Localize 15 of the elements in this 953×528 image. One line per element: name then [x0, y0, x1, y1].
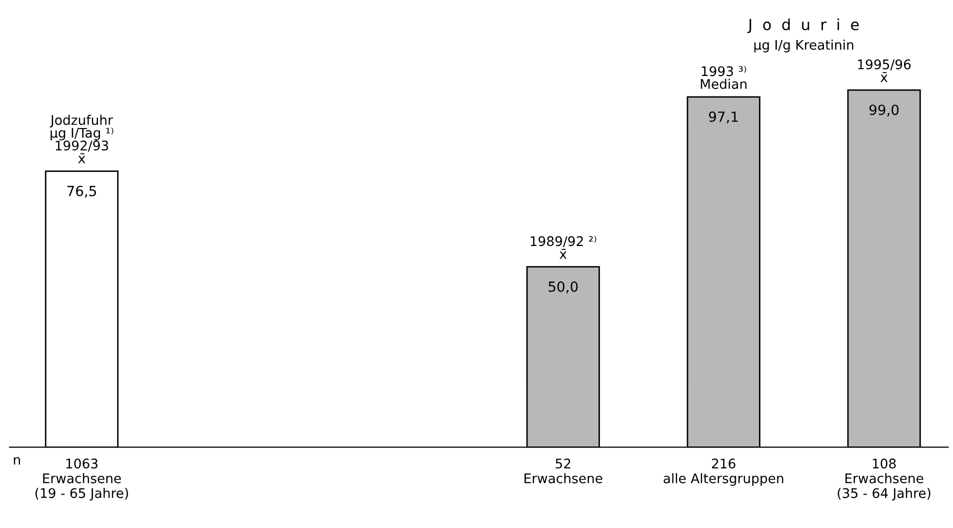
data-label: 76,5 [67, 186, 96, 198]
data-label: 50,0 [548, 281, 578, 294]
annotation: 1989/92 ²⁾ x̄ [530, 236, 596, 259]
x-tick-label: 1063 Erwachsene (19 - 65 Jahre) [35, 458, 128, 501]
x-tick-label: 52 Erwachsene [524, 458, 602, 484]
chart-subtitle: µg I/g Kreatinin [754, 40, 854, 52]
annotation: 1995/96 x̄ [858, 59, 911, 82]
annotation: Jodzufuhr µg I/Tag ¹⁾ 1992/93 x̄ [50, 114, 114, 164]
data-label: 97,1 [709, 111, 738, 124]
x-tick-label: 108 Erwachsene (35 - 64 Jahre) [838, 458, 930, 501]
annotation: 1993 ³⁾ Median [700, 66, 746, 89]
x-tick-label: 216 alle Altersgruppen [664, 458, 784, 486]
data-label: 99,0 [869, 104, 899, 116]
text: n [14, 457, 20, 465]
chart-title: J o d u r i e [747, 18, 859, 34]
